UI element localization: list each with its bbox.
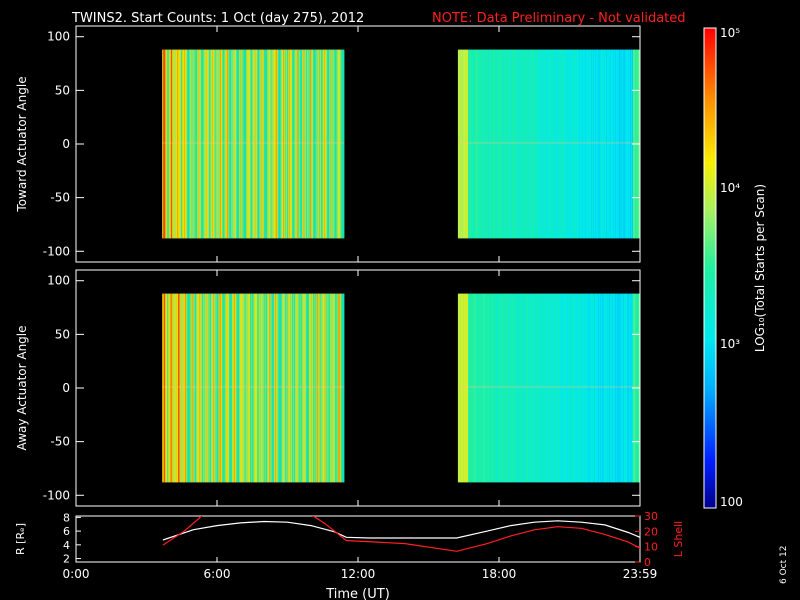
r-axis-label: R [Rₑ]: [14, 523, 27, 555]
time-tick-label: 18:00: [482, 567, 517, 581]
time-tick-label: 12:00: [341, 567, 376, 581]
r-tick-label: 2: [63, 553, 70, 566]
away-ytick-label: 0: [62, 381, 70, 395]
toward-ylabel: Toward Actuator Angle: [15, 76, 29, 212]
lshell-tick-label: 10: [644, 541, 658, 554]
colorbar: [703, 27, 717, 509]
r-tick-label: 6: [63, 525, 70, 538]
ephemeris-frame: [75, 515, 641, 563]
toward-ytick-label: 50: [55, 83, 70, 97]
preliminary-note: NOTE: Data Preliminary - Not validated: [432, 11, 686, 26]
time-tick-label: 6:00: [204, 567, 231, 581]
lshell-series-line: [162, 516, 640, 552]
toward-heatmap: [162, 49, 641, 239]
time-tick-label: 23:59: [623, 567, 658, 581]
time-tick-label: 0:00: [63, 567, 90, 581]
colorbar-label: LOG₁₀(Total Starts per Scan): [753, 184, 767, 352]
away-ytick-label: 50: [55, 327, 70, 341]
away-ytick-label: -100: [43, 488, 70, 502]
colorbar-tick-1e3: 10³: [720, 337, 740, 351]
plot-title: TWINS2. Start Counts: 1 Oct (day 275), 2…: [71, 11, 364, 26]
lshell-tick-label: 0: [644, 556, 651, 569]
away-ytick-label: -50: [50, 435, 70, 449]
colorbar-tick-1e5: 10⁵: [720, 26, 740, 40]
side-date: 6 Oct 12: [779, 546, 789, 584]
lshell-axis-label: L Shell: [672, 521, 685, 557]
away-ylabel: Away Actuator Angle: [15, 325, 29, 450]
lshell-tick-label: 20: [644, 525, 658, 538]
away-ytick-label: 100: [47, 274, 70, 288]
toward-ytick-label: -50: [50, 191, 70, 205]
colorbar-tick-1e4: 10⁴: [720, 181, 740, 195]
toward-ytick-label: -100: [43, 244, 70, 258]
r-tick-label: 8: [63, 511, 70, 524]
colorbar-tick-100: 100: [720, 495, 743, 509]
lshell-tick-label: 30: [644, 510, 658, 523]
r-tick-label: 4: [63, 539, 70, 552]
toward-ytick-label: 0: [62, 137, 70, 151]
axes-layer: 100 50 0 -50 -100 Toward Actuator Angle 100 50 0…: [15, 25, 641, 507]
toward-ytick-label: 100: [47, 30, 70, 44]
time-axis-label: Time (UT): [325, 587, 390, 600]
r-series-line: [162, 520, 640, 541]
away-heatmap: [162, 293, 641, 483]
